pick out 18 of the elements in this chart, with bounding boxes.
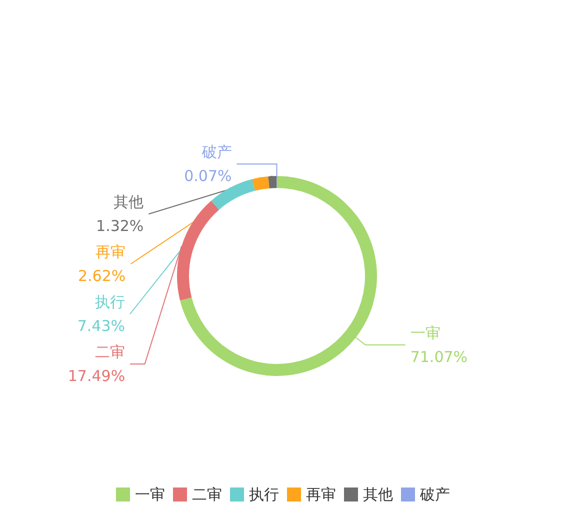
legend-label: 破产 xyxy=(419,486,450,504)
slice-label: 一审 xyxy=(410,324,440,342)
legend-label: 二审 xyxy=(192,486,222,504)
data-label: 1.32% xyxy=(96,217,144,235)
slice-label: 破产 xyxy=(200,143,232,161)
data-label: 71.07% xyxy=(410,348,468,366)
data-label: 2.62% xyxy=(78,267,126,285)
data-label: 7.43% xyxy=(77,317,126,335)
data-label: 0.07% xyxy=(184,167,232,185)
slice-label: 二审 xyxy=(95,343,126,361)
slice-label: 再审 xyxy=(96,243,126,261)
legend-label: 再审 xyxy=(306,486,336,504)
slice-label: 执行 xyxy=(95,293,126,311)
legend-label: 一审 xyxy=(135,486,165,504)
data-label: 17.49% xyxy=(68,367,126,385)
legend-label: 执行 xyxy=(249,486,279,504)
slice-label: 其他 xyxy=(114,193,144,211)
legend-label: 其他 xyxy=(363,486,393,504)
